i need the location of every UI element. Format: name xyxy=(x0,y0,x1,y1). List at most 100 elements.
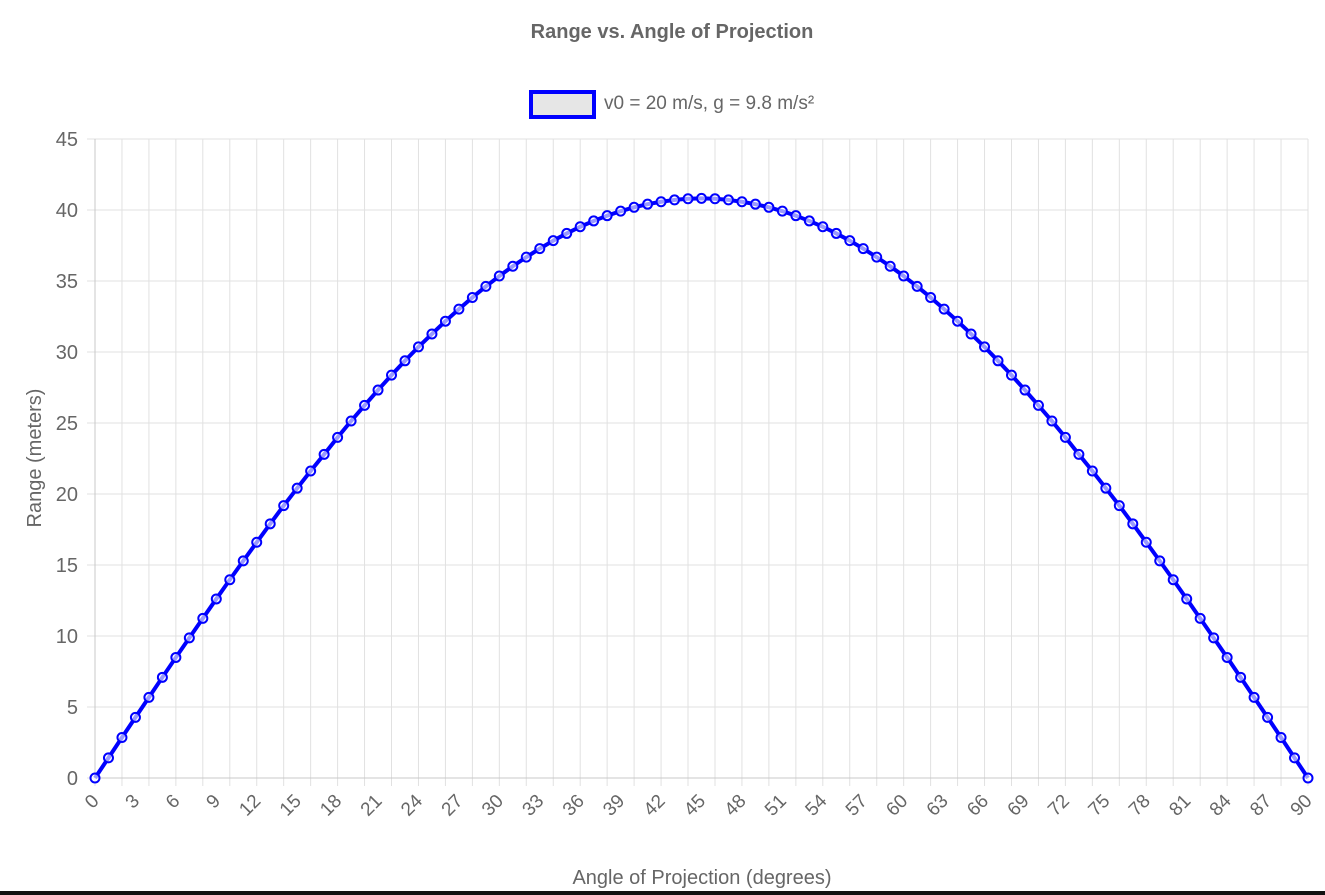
data-point[interactable] xyxy=(938,303,950,315)
data-point[interactable] xyxy=(507,260,519,272)
data-point[interactable] xyxy=(251,536,263,548)
data-point[interactable] xyxy=(466,291,478,303)
data-point[interactable] xyxy=(210,593,222,605)
data-point[interactable] xyxy=(170,651,182,663)
data-point[interactable] xyxy=(803,215,815,227)
grid-lines xyxy=(87,138,1309,786)
data-point[interactable] xyxy=(1167,574,1179,586)
data-point[interactable] xyxy=(952,315,964,327)
data-point[interactable] xyxy=(830,227,842,239)
data-point[interactable] xyxy=(291,482,303,494)
data-point[interactable] xyxy=(965,328,977,340)
data-point[interactable] xyxy=(116,732,128,744)
data-point[interactable] xyxy=(1086,465,1098,477)
data-point[interactable] xyxy=(453,303,465,315)
data-point[interactable] xyxy=(1100,482,1112,494)
data-point[interactable] xyxy=(682,193,694,205)
data-point[interactable] xyxy=(871,251,883,263)
data-point[interactable] xyxy=(696,192,707,204)
data-point[interactable] xyxy=(1302,772,1314,784)
legend-label[interactable]: v0 = 20 m/s, g = 9.8 m/s² xyxy=(604,93,814,114)
data-point[interactable] xyxy=(359,399,371,411)
data-point[interactable] xyxy=(1140,536,1152,548)
data-point[interactable] xyxy=(534,243,546,255)
data-point[interactable] xyxy=(763,201,775,213)
data-point[interactable] xyxy=(709,193,721,205)
data-point[interactable] xyxy=(439,315,451,327)
data-point[interactable] xyxy=(642,198,654,210)
legend[interactable]: v0 = 20 m/s, g = 9.8 m/s² xyxy=(529,90,814,119)
data-point[interactable] xyxy=(1073,448,1085,460)
data-point[interactable] xyxy=(588,215,600,227)
data-point[interactable] xyxy=(547,235,559,247)
data-point[interactable] xyxy=(574,221,586,233)
data-point[interactable] xyxy=(601,210,613,222)
legend-swatch[interactable] xyxy=(529,90,596,119)
data-point[interactable] xyxy=(412,341,424,353)
data-point[interactable] xyxy=(345,415,357,427)
data-point[interactable] xyxy=(332,431,344,443)
data-point[interactable] xyxy=(992,355,1004,367)
data-point[interactable] xyxy=(844,235,856,247)
x-tick-label: 87 xyxy=(1246,791,1276,821)
data-point[interactable] xyxy=(480,280,492,292)
data-point[interactable] xyxy=(102,752,114,764)
data-point[interactable] xyxy=(1005,369,1017,381)
data-point[interactable] xyxy=(1046,415,1058,427)
y-tick-label: 30 xyxy=(56,342,78,364)
data-point[interactable] xyxy=(749,198,761,210)
data-point[interactable] xyxy=(399,355,411,367)
data-point[interactable] xyxy=(857,243,869,255)
data-point[interactable] xyxy=(1289,752,1301,764)
data-point[interactable] xyxy=(1235,671,1247,683)
data-point[interactable] xyxy=(615,205,627,217)
data-point[interactable] xyxy=(1154,555,1166,567)
data-point[interactable] xyxy=(722,194,734,206)
data-point[interactable] xyxy=(776,205,788,217)
data-point[interactable] xyxy=(1113,500,1125,512)
x-axis-label: Angle of Projection (degrees) xyxy=(572,867,831,889)
data-point[interactable] xyxy=(979,341,991,353)
data-point[interactable] xyxy=(1059,431,1071,443)
data-point[interactable] xyxy=(305,465,317,477)
data-point[interactable] xyxy=(884,260,896,272)
data-point[interactable] xyxy=(143,691,155,703)
y-axis-label: Range (meters) xyxy=(24,389,46,528)
data-point[interactable] xyxy=(628,201,640,213)
data-point[interactable] xyxy=(669,194,681,206)
data-point[interactable] xyxy=(911,280,923,292)
data-point[interactable] xyxy=(1181,593,1193,605)
data-point[interactable] xyxy=(237,555,249,567)
data-point[interactable] xyxy=(493,270,505,282)
data-point[interactable] xyxy=(655,196,667,208)
data-point[interactable] xyxy=(426,328,438,340)
data-point[interactable] xyxy=(898,270,910,282)
data-point[interactable] xyxy=(89,772,101,784)
data-point[interactable] xyxy=(1127,518,1139,530)
data-point[interactable] xyxy=(183,632,195,644)
data-point[interactable] xyxy=(264,518,276,530)
data-point[interactable] xyxy=(520,251,532,263)
data-point[interactable] xyxy=(736,196,748,208)
data-point[interactable] xyxy=(817,221,829,233)
data-point[interactable] xyxy=(224,574,236,586)
data-point[interactable] xyxy=(561,227,573,239)
data-point[interactable] xyxy=(1262,711,1274,723)
data-point[interactable] xyxy=(925,291,937,303)
data-point[interactable] xyxy=(790,210,802,222)
data-point[interactable] xyxy=(1019,384,1031,396)
data-point[interactable] xyxy=(386,369,398,381)
data-point[interactable] xyxy=(1221,651,1233,663)
data-point[interactable] xyxy=(197,612,209,624)
data-point[interactable] xyxy=(1275,732,1287,744)
data-point[interactable] xyxy=(1208,632,1220,644)
data-point[interactable] xyxy=(278,500,290,512)
data-point[interactable] xyxy=(1194,612,1206,624)
data-point[interactable] xyxy=(318,448,330,460)
data-point[interactable] xyxy=(156,671,168,683)
data-point[interactable] xyxy=(1248,691,1260,703)
data-point[interactable] xyxy=(129,711,141,723)
data-point[interactable] xyxy=(1032,399,1044,411)
data-point[interactable] xyxy=(372,384,384,396)
